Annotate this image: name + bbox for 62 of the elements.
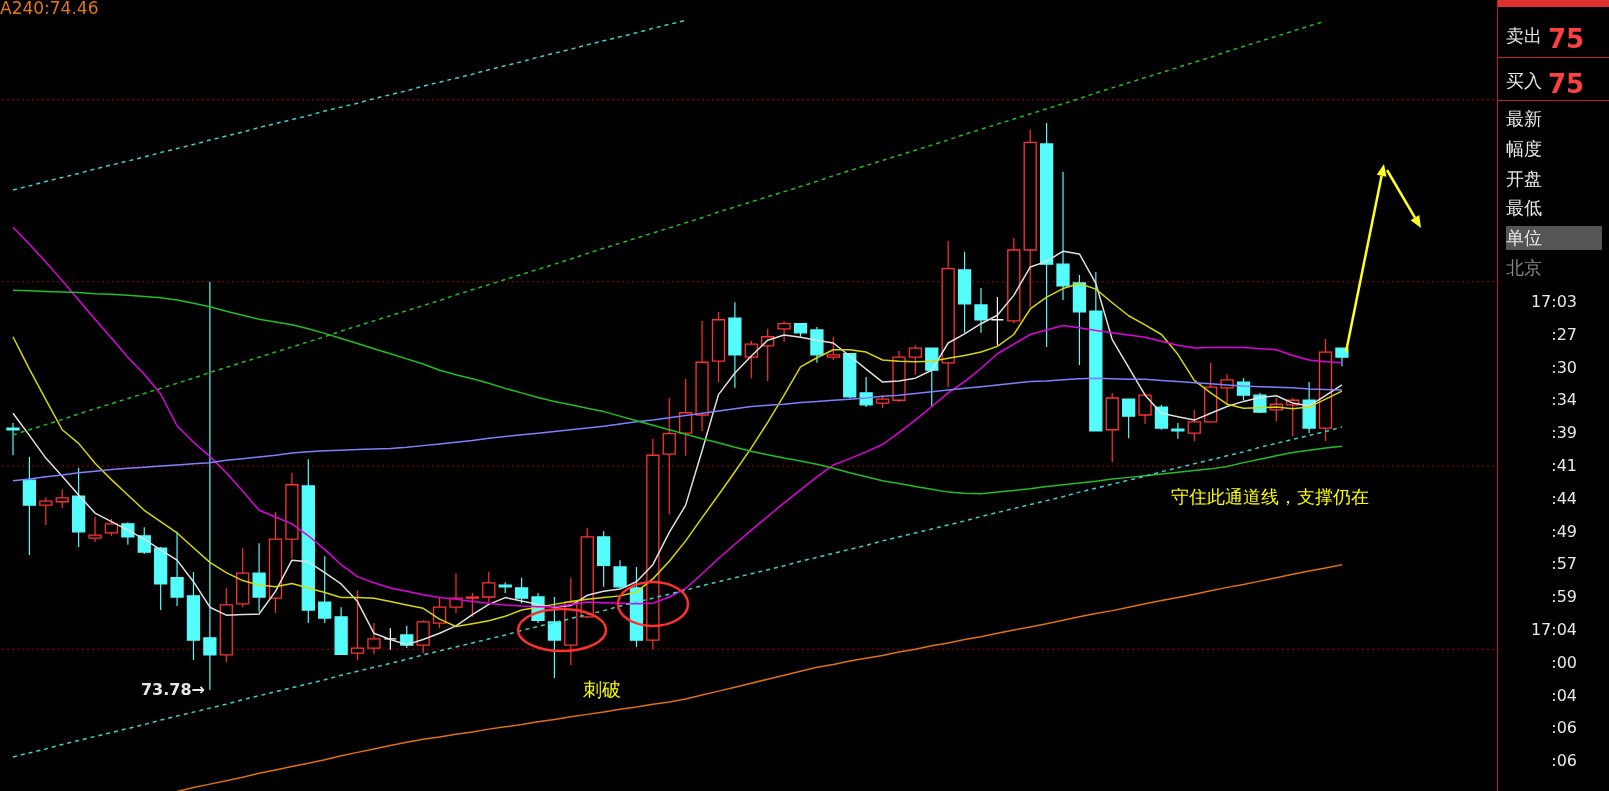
text: :30 — [1551, 357, 1577, 377]
candlestick — [974, 287, 988, 334]
candlestick — [465, 592, 480, 618]
candlestick — [6, 422, 20, 456]
text: :27 — [1551, 324, 1577, 344]
annotation: 守住此通道线，支撑仍在 — [1171, 486, 1369, 507]
candlestick — [613, 559, 627, 589]
text: 幅度 — [1506, 136, 1542, 161]
candlestick — [679, 378, 693, 457]
candlestick — [908, 344, 923, 376]
text: 单位 — [1506, 226, 1602, 251]
candlestick — [777, 320, 791, 343]
candlestick — [826, 336, 840, 361]
candlestick — [514, 577, 529, 604]
text: :44 — [1551, 488, 1577, 508]
candlestick — [859, 376, 873, 408]
text: 北京 — [1506, 256, 1542, 280]
text: :06 — [1551, 718, 1577, 738]
candlestick — [367, 622, 381, 655]
candlestick — [1121, 398, 1136, 439]
text: A240:74.46 — [0, 0, 99, 18]
text: 最低 — [1506, 196, 1542, 221]
text: :41 — [1551, 456, 1577, 475]
candlestick — [39, 496, 53, 526]
candlestick — [170, 531, 184, 607]
text: 17:04 — [1530, 620, 1577, 639]
candlestick — [662, 397, 676, 515]
text: :57 — [1551, 554, 1577, 574]
annotation: 73.78→ — [140, 680, 205, 699]
text: :00 — [1551, 652, 1577, 672]
annotation: 刺破 — [583, 678, 621, 700]
text: :39 — [1551, 423, 1577, 443]
candlestick — [990, 296, 1005, 346]
candlestick — [252, 542, 266, 613]
candlestick — [55, 488, 69, 509]
candlestick — [416, 619, 430, 654]
candlestick — [1056, 171, 1070, 301]
text: 开盘 — [1506, 166, 1542, 191]
candlestick — [1154, 404, 1169, 431]
candlestick — [88, 516, 102, 543]
text: 75 — [1548, 24, 1585, 54]
text: :34 — [1551, 390, 1577, 410]
candlestick — [547, 596, 562, 679]
candlestick — [744, 340, 758, 379]
text: 买入 — [1506, 69, 1542, 93]
candlestick — [1335, 347, 1349, 367]
text: 卖出 — [1506, 24, 1542, 48]
text: :04 — [1551, 685, 1577, 705]
candlestick — [203, 281, 217, 691]
text: :59 — [1551, 587, 1577, 607]
text: :06 — [1551, 751, 1577, 771]
text: :49 — [1551, 521, 1577, 541]
candlestick — [1171, 422, 1185, 440]
text: 75 — [1548, 69, 1585, 99]
candlestick — [1187, 409, 1201, 442]
candlestick — [1138, 392, 1152, 425]
text: 17:03 — [1530, 292, 1577, 311]
candlestick — [350, 589, 365, 661]
text: 最新 — [1506, 107, 1542, 131]
candlestick — [482, 571, 496, 603]
candlestick — [383, 627, 397, 651]
candlestick — [318, 555, 332, 624]
